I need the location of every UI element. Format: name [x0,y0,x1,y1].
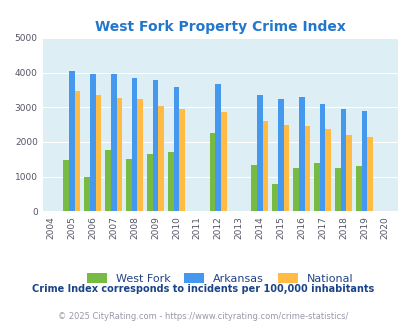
Bar [105,150,111,211]
Bar [132,78,137,211]
Bar [84,177,90,211]
Bar [116,98,122,211]
Bar [292,168,298,211]
Bar [355,166,361,211]
Bar [298,97,304,211]
Bar [173,87,179,211]
Bar [367,137,372,211]
Bar [209,133,215,211]
Bar [256,95,262,211]
Legend: West Fork, Arkansas, National: West Fork, Arkansas, National [83,269,357,288]
Bar [325,129,330,211]
Bar [90,74,95,211]
Bar [158,106,164,211]
Bar [137,99,143,211]
Bar [95,95,101,211]
Text: © 2025 CityRating.com - https://www.cityrating.com/crime-statistics/: © 2025 CityRating.com - https://www.city… [58,313,347,321]
Bar [152,80,158,211]
Bar [111,74,116,211]
Bar [304,126,309,211]
Text: Crime Index corresponds to incidents per 100,000 inhabitants: Crime Index corresponds to incidents per… [32,284,373,294]
Bar [75,91,80,211]
Bar [262,121,268,211]
Bar [168,151,173,211]
Title: West Fork Property Crime Index: West Fork Property Crime Index [95,20,345,34]
Bar [63,160,69,211]
Bar [272,184,277,211]
Bar [179,109,184,211]
Bar [345,135,351,211]
Bar [319,104,325,211]
Bar [215,84,220,211]
Bar [313,163,319,211]
Bar [126,158,132,211]
Bar [361,112,367,211]
Bar [147,154,152,211]
Bar [220,112,226,211]
Bar [283,125,289,211]
Bar [251,165,256,211]
Bar [277,99,283,211]
Bar [69,71,75,211]
Bar [334,168,340,211]
Bar [340,109,345,211]
